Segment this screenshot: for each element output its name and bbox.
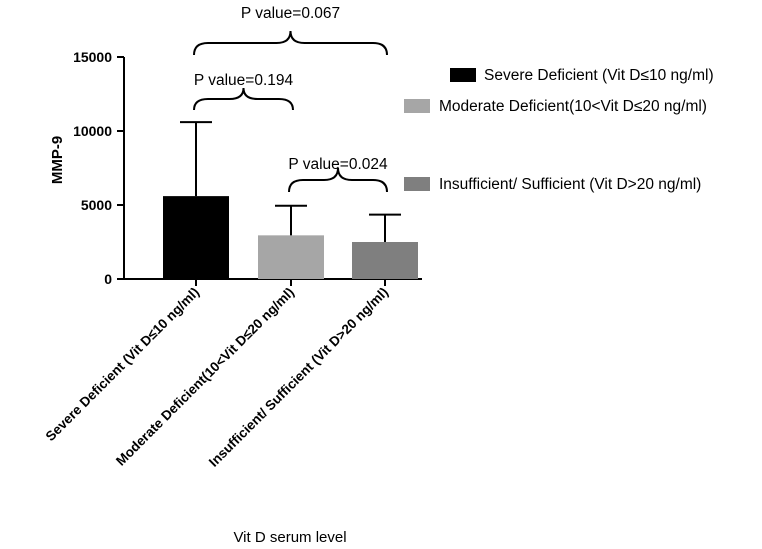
legend-label: Severe Deficient (Vit D≤10 ng/ml)	[484, 67, 714, 84]
x-tick-label: Moderate Deficient(10<Vit D≤20 ng/ml)	[113, 285, 297, 469]
bars	[163, 121, 418, 279]
legend-swatch	[404, 177, 430, 191]
y-tick-label: 0	[104, 271, 112, 287]
y-tick-label: 5000	[81, 197, 112, 213]
significance-bracket	[193, 87, 294, 111]
legend-swatch	[404, 99, 430, 113]
p-value-label: P value=0.067	[241, 5, 340, 22]
bar	[163, 196, 229, 279]
legend-swatch	[450, 68, 476, 82]
bar	[258, 235, 324, 279]
y-axis-label: MMP-9	[49, 136, 66, 184]
y-tick-label: 10000	[73, 123, 112, 139]
x-tick-label: Severe Deficient (Vit D≤10 ng/ml)	[43, 285, 202, 444]
annotations: P value=0.067 P value=0.194 P value=0.024	[193, 5, 388, 193]
x-tick-label: Insufficient/ Sufficient (Vit D>20 ng/ml…	[206, 285, 391, 470]
p-value-label: P value=0.194	[194, 72, 294, 89]
significance-bracket	[288, 167, 388, 193]
x-axis-label: Vit D serum level	[233, 529, 346, 546]
legend-label: Insufficient/ Sufficient (Vit D>20 ng/ml…	[439, 176, 701, 193]
legend: Severe Deficient (Vit D≤10 ng/ml) Moderat…	[404, 67, 714, 193]
p-value-label: P value=0.024	[288, 156, 388, 173]
bar	[352, 242, 418, 279]
significance-bracket	[193, 30, 388, 56]
legend-label: Moderate Deficient(10<Vit D≤20 ng/ml)	[439, 98, 707, 115]
y-tick-label: 15000	[73, 49, 112, 65]
